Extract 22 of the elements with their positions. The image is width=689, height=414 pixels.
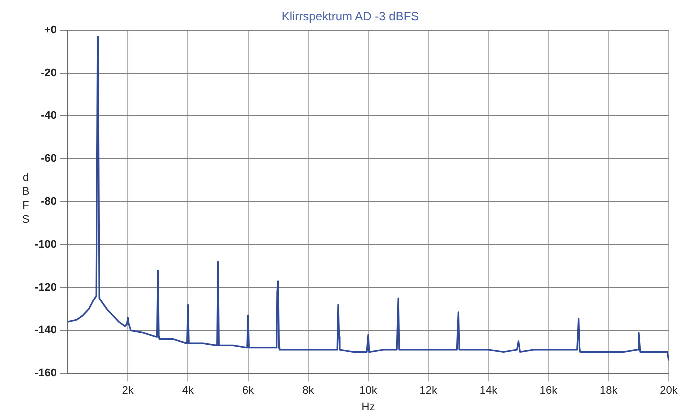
y-tick-label: -120 bbox=[34, 282, 58, 294]
x-tick-label: 10k bbox=[360, 385, 378, 398]
y-tick-label: -160 bbox=[34, 368, 58, 380]
x-tick-label: 4k bbox=[182, 385, 195, 398]
x-tick-label: 20k bbox=[660, 385, 678, 398]
x-tick-label: 18k bbox=[600, 385, 618, 398]
y-tick-label: -40 bbox=[41, 110, 58, 122]
y-axis-title: dBFS bbox=[22, 172, 30, 226]
x-tick-label: 14k bbox=[480, 385, 498, 398]
x-tick-label: 12k bbox=[420, 385, 438, 398]
y-tick-label: -60 bbox=[41, 153, 58, 166]
y-tick-label: -20 bbox=[41, 67, 58, 80]
x-tick-label: 2k bbox=[122, 385, 134, 398]
x-tick-label: 16k bbox=[540, 385, 558, 398]
chart-title: Klirrspektrum AD -3 dBFS bbox=[282, 10, 420, 24]
x-axis-title: Hz bbox=[362, 401, 376, 414]
y-tick-label: -100 bbox=[34, 238, 58, 251]
y-tick-label: -80 bbox=[41, 196, 58, 208]
x-tick-label: 8k bbox=[302, 385, 315, 398]
y-tick-label: +0 bbox=[44, 24, 58, 36]
x-tick-label: 6k bbox=[242, 385, 255, 398]
y-tick-label: -140 bbox=[34, 324, 58, 337]
